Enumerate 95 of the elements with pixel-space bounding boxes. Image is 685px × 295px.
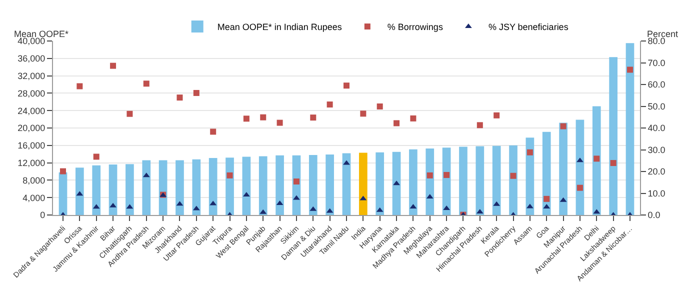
point <box>343 160 350 165</box>
point <box>126 110 133 117</box>
y2-axis-title: Percent <box>647 29 679 39</box>
point <box>110 62 116 69</box>
bar <box>609 57 618 215</box>
bar <box>308 154 318 215</box>
bar <box>576 120 584 215</box>
y-tick-label: 32,000 <box>18 70 46 81</box>
legend-label: Mean OOPE* in Indian Rupees <box>217 22 342 32</box>
y-axis-title: Mean OOPE* <box>14 29 70 39</box>
point <box>494 112 500 118</box>
bar <box>276 155 284 215</box>
y2-tick-label: 0.0 <box>648 210 660 220</box>
bar <box>409 149 418 215</box>
bar <box>492 146 501 215</box>
bar <box>192 159 201 215</box>
bar <box>442 148 451 215</box>
bar <box>108 164 118 215</box>
bar <box>126 164 134 215</box>
y2-tick-label: 70.0 <box>648 58 666 68</box>
y-tick-label: 12,000 <box>18 158 46 168</box>
point <box>393 180 400 186</box>
point <box>110 202 116 208</box>
point <box>210 128 216 135</box>
point <box>594 156 600 162</box>
y2-tick-label: 80.0 <box>648 36 666 46</box>
point <box>326 102 333 108</box>
point <box>510 172 516 179</box>
point <box>60 168 66 174</box>
bar <box>426 148 434 215</box>
bar <box>242 156 251 215</box>
bar <box>342 153 351 215</box>
bar <box>258 156 268 215</box>
y2-tick-label: 30.0 <box>648 144 666 155</box>
bar <box>592 106 601 215</box>
point <box>193 90 200 96</box>
bar <box>58 172 68 215</box>
bar <box>392 152 401 215</box>
point <box>344 82 350 89</box>
y-tick-label: 16,000 <box>18 140 46 151</box>
bar <box>142 160 151 215</box>
bar <box>376 152 384 215</box>
point <box>293 178 300 185</box>
y-tick-label: 28,000 <box>18 88 46 98</box>
y2-tick-label: 40.0 <box>648 123 666 134</box>
bar <box>509 145 518 215</box>
point <box>260 114 266 120</box>
bar <box>76 168 84 215</box>
point <box>444 172 450 178</box>
point <box>626 66 633 73</box>
bar <box>359 152 368 215</box>
bar <box>158 160 168 215</box>
point <box>394 120 400 126</box>
y2-tick-label: 10.0 <box>648 188 666 198</box>
point <box>576 158 584 162</box>
bar <box>542 132 551 215</box>
bar <box>559 122 568 215</box>
point <box>610 160 616 166</box>
point <box>410 115 416 122</box>
point <box>544 196 550 202</box>
point <box>376 103 383 110</box>
point <box>143 80 150 87</box>
bar <box>92 165 101 215</box>
bar <box>626 43 634 215</box>
y-tick-label: 24,000 <box>18 106 46 116</box>
point <box>176 94 183 101</box>
point <box>76 83 83 90</box>
point <box>476 122 483 128</box>
y2-tick-label: 20.0 <box>648 166 666 177</box>
y-tick-label: 20,000 <box>18 123 46 134</box>
point <box>276 120 283 126</box>
bar <box>459 146 468 215</box>
bar <box>326 154 334 215</box>
legend-label: % JSY beneficiaries <box>488 22 569 32</box>
y-tick-label: 8,000 <box>22 175 46 186</box>
y2-tick-label: 50.0 <box>648 101 666 112</box>
bar <box>526 138 534 215</box>
bar <box>176 160 184 215</box>
point <box>360 110 366 117</box>
y-tick-label: 4,000 <box>22 192 46 203</box>
y-tick-label: 36,000 <box>18 54 46 64</box>
point <box>560 123 566 130</box>
bar <box>476 146 484 215</box>
point <box>93 154 100 160</box>
point <box>426 172 433 178</box>
point <box>243 116 250 122</box>
y2-tick-label: 60.0 <box>648 80 666 90</box>
point <box>576 184 583 191</box>
point <box>293 195 300 200</box>
point <box>310 114 316 121</box>
y-tick-label: 0 <box>40 210 46 220</box>
point <box>526 149 533 156</box>
legend-label: % Borrowings <box>387 22 444 32</box>
bar <box>208 158 218 215</box>
y-tick-label: 40,000 <box>18 36 46 46</box>
